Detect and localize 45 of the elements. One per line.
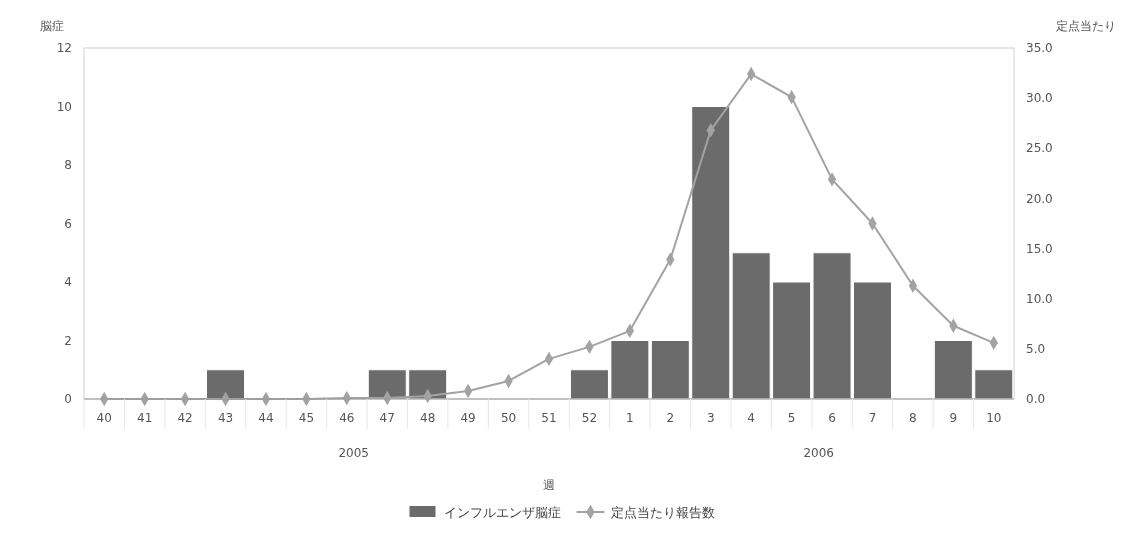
x-tick-label: 3 [706, 411, 715, 425]
x-tick-label: 47 [379, 411, 395, 425]
x-tick-label: 49 [460, 411, 476, 425]
y-axis-title: 脳症 [40, 19, 64, 33]
x-tick-label: 7 [868, 411, 877, 425]
y2-tick-label: 35.0 [1026, 41, 1053, 56]
x-tick-label: 2 [666, 411, 675, 425]
x-tick-label: 52 [581, 411, 598, 425]
y-tick-label: 12 [56, 41, 72, 56]
y2-tick-label: 15.0 [1026, 241, 1053, 256]
x-tick-label: 6 [828, 411, 836, 425]
x-tick-label: 41 [137, 411, 153, 425]
y-tick-label: 6 [64, 216, 72, 231]
x-tick-label: 4 [747, 411, 755, 425]
x-axis-title: 週 [543, 478, 555, 492]
y2-tick-label: 30.0 [1026, 91, 1053, 106]
x-tick-label: 5 [787, 411, 796, 425]
x-tick-label: 9 [949, 411, 958, 425]
x-tick-label: 48 [420, 411, 436, 425]
x-tick-label: 45 [298, 411, 315, 425]
x-tick-label: 1 [626, 411, 634, 425]
y-tick-label: 4 [64, 275, 72, 290]
y2-axis-title: 定点当たり [1056, 19, 1116, 33]
y2-tick-label: 10.0 [1026, 291, 1053, 306]
y2-tick-label: 25.0 [1026, 141, 1053, 156]
x-tick-label: 43 [217, 411, 234, 425]
x-tick-label: 40 [96, 411, 112, 425]
y-tick-label: 10 [56, 99, 72, 114]
x-tick-label: 42 [177, 411, 193, 425]
y2-tick-label: 5.0 [1026, 342, 1046, 357]
y2-tick-label: 0.0 [1026, 392, 1046, 407]
legend-label: 定点当たり報告数 [610, 504, 715, 520]
legend-label: インフルエンザ脳症 [443, 504, 561, 520]
x-tick-label: 51 [541, 411, 557, 425]
text: 2005 [338, 446, 369, 460]
text: 2006 [803, 446, 834, 460]
x-tick-label: 50 [500, 411, 517, 425]
x-tick-label: 8 [909, 411, 917, 425]
y-tick-label: 2 [64, 333, 72, 348]
y2-tick-label: 20.0 [1026, 191, 1053, 206]
y-tick-label: 8 [64, 158, 72, 173]
x-tick-label: 44 [258, 411, 274, 425]
x-tick-label: 46 [339, 411, 355, 425]
y-tick-label: 0 [64, 392, 72, 407]
x-tick-label: 10 [986, 411, 1002, 425]
